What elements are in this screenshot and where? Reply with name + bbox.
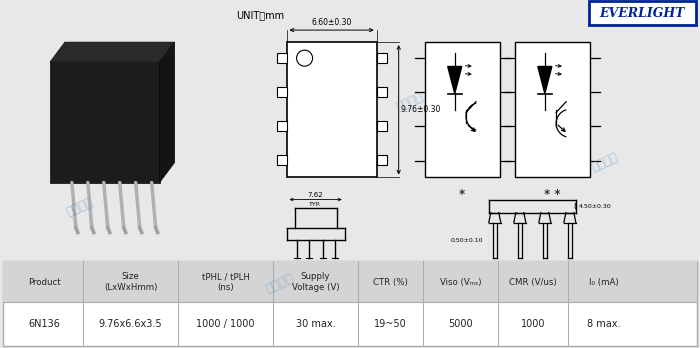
Text: UNIT：mm: UNIT：mm — [237, 10, 285, 20]
Polygon shape — [50, 42, 174, 62]
Bar — [276, 87, 286, 97]
Text: 2.54: 2.54 — [524, 264, 540, 270]
Text: 19~50: 19~50 — [374, 319, 407, 329]
Polygon shape — [448, 66, 462, 94]
Polygon shape — [160, 42, 174, 182]
Text: 超敢电子: 超敢电子 — [64, 196, 95, 219]
Text: 6N136: 6N136 — [28, 319, 60, 329]
Polygon shape — [538, 66, 552, 94]
Text: 5000: 5000 — [448, 319, 472, 329]
Text: 6.60±0.30: 6.60±0.30 — [312, 18, 352, 27]
Text: EVERLIGHT: EVERLIGHT — [599, 7, 685, 19]
Text: Viso (Vₘₛ): Viso (Vₘₛ) — [440, 278, 482, 287]
Text: * *: * * — [544, 188, 561, 200]
Text: TYP.: TYP. — [309, 201, 322, 207]
Bar — [377, 87, 386, 97]
Bar — [276, 121, 286, 131]
Text: 0.50±0.10: 0.50±0.10 — [450, 238, 483, 243]
Circle shape — [297, 50, 313, 66]
Text: 4.50±0.30: 4.50±0.30 — [579, 204, 612, 208]
Text: CMR (V/us): CMR (V/us) — [509, 278, 556, 287]
Text: *: * — [459, 188, 466, 200]
Text: 超敢电子: 超敢电子 — [264, 271, 296, 295]
Text: 7.62: 7.62 — [308, 191, 323, 198]
Bar — [276, 53, 286, 63]
Bar — [276, 155, 286, 165]
Bar — [514, 42, 590, 177]
Text: tPHL / tPLH
(ns): tPHL / tPLH (ns) — [202, 272, 249, 292]
Text: 8 max.: 8 max. — [587, 319, 621, 329]
Text: 1000 / 1000: 1000 / 1000 — [196, 319, 255, 329]
Text: 超敢电子: 超敢电子 — [589, 151, 620, 174]
Text: 9.76±0.30: 9.76±0.30 — [400, 105, 441, 114]
Text: Supply
Voltage (V): Supply Voltage (V) — [292, 272, 340, 292]
Text: I₀ (mA): I₀ (mA) — [589, 278, 619, 287]
Text: Product: Product — [28, 278, 60, 287]
Bar — [377, 121, 386, 131]
Text: CTR (%): CTR (%) — [373, 278, 408, 287]
Text: 超敢电子: 超敢电子 — [394, 90, 425, 114]
Bar — [377, 155, 386, 165]
Bar — [286, 42, 377, 177]
Text: Size
(LxWxHmm): Size (LxWxHmm) — [104, 272, 158, 292]
Text: 5°~15°: 5°~15° — [328, 261, 351, 266]
Bar — [3, 261, 697, 302]
FancyBboxPatch shape — [589, 1, 696, 25]
Bar — [425, 42, 500, 177]
Text: 0.25: 0.25 — [283, 261, 296, 266]
Text: TYP.: TYP. — [526, 269, 538, 274]
Text: 1000: 1000 — [521, 319, 545, 329]
Bar — [377, 53, 386, 63]
Polygon shape — [50, 62, 160, 182]
Text: 30 max.: 30 max. — [295, 319, 335, 329]
Text: 9.76x6.6x3.5: 9.76x6.6x3.5 — [99, 319, 162, 329]
